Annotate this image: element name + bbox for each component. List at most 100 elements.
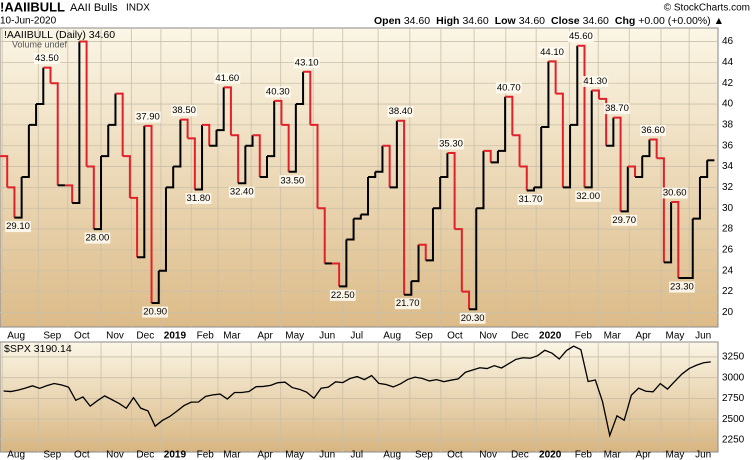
data-label: 20.90 [143, 307, 167, 318]
step-segment [252, 134, 261, 177]
step-segment [620, 166, 629, 213]
y-tick-label: 34 [722, 161, 734, 172]
x-tick-label: May [285, 331, 304, 342]
data-label: 45.60 [569, 31, 593, 42]
data-label-box [669, 281, 695, 293]
step-segment [50, 82, 59, 186]
step-segment [165, 166, 175, 189]
step-segment [0, 155, 9, 188]
x-tick-label: Jul [350, 331, 363, 342]
step-segment [627, 165, 637, 177]
x-tick-label: 2019 [164, 450, 187, 460]
quote-label: Chg [615, 15, 635, 27]
data-label: 43.50 [35, 53, 59, 64]
x-tick-label: 2020 [539, 331, 562, 342]
step-segment [238, 145, 247, 185]
x-tick-label: Feb [575, 331, 593, 342]
y-tick-label: 22 [722, 286, 734, 297]
x-tick-label: Nov [106, 331, 124, 342]
step-segment [541, 61, 550, 128]
step-segment [418, 243, 427, 261]
step-segment [303, 70, 312, 125]
data-label-box [575, 190, 602, 202]
step-segment [562, 124, 572, 189]
data-label-box [264, 86, 291, 98]
x-tick-label: Dec [136, 450, 154, 460]
step-segment [649, 138, 658, 159]
step-segment [158, 187, 167, 272]
step-segment [699, 160, 709, 178]
step-segment [266, 100, 276, 158]
step-segment [194, 124, 204, 191]
quote-value: 34.60 [404, 15, 430, 27]
data-label-box [84, 232, 111, 244]
step-segment [43, 66, 52, 84]
step-segment [404, 281, 413, 296]
step-segment [411, 244, 420, 283]
step-segment [382, 144, 391, 188]
step-segment [389, 120, 398, 189]
x-tick-label: Oct [74, 331, 90, 342]
x-tick-label: Mar [223, 450, 241, 460]
data-label-box [539, 46, 565, 58]
volume-note: Volume undef [12, 39, 68, 49]
step-segment [310, 123, 319, 209]
step-segment [512, 134, 521, 167]
step-segment [656, 157, 665, 263]
y-tick-label: 40 [722, 99, 734, 110]
y-tick-label: 3250 [722, 352, 745, 363]
data-label-box [5, 221, 31, 233]
data-label-box [495, 82, 522, 94]
x-tick-label: Sep [415, 331, 433, 342]
step-segment [21, 124, 30, 178]
credit: © StockCharts.com [664, 3, 750, 14]
x-tick-label: Nov [106, 450, 124, 460]
quote-value: 34.60 [462, 15, 488, 27]
step-segment [86, 165, 95, 230]
step-segment [526, 187, 535, 192]
step-segment [36, 67, 45, 106]
data-label-box [142, 306, 169, 318]
step-segment [606, 117, 615, 147]
step-segment [295, 71, 305, 106]
data-label-box [185, 192, 212, 204]
step-segment [353, 214, 362, 220]
data-label-box [135, 111, 161, 123]
data-label: 38.70 [605, 103, 629, 114]
step-segment [274, 99, 283, 125]
step-segment [454, 228, 463, 292]
y-tick-label: 38 [722, 120, 734, 131]
data-label: 43.10 [295, 57, 319, 68]
data-label: 36.60 [641, 125, 665, 136]
y-tick-label: 2250 [722, 435, 745, 446]
line [3, 345, 711, 438]
step-segment [129, 196, 139, 258]
quote-label: Open [374, 15, 401, 27]
step-segment [490, 150, 499, 164]
data-label-box [517, 194, 544, 206]
step-segment [692, 176, 701, 220]
step-segment [187, 137, 196, 190]
step-segment [591, 89, 600, 99]
step-segment [339, 239, 348, 288]
step-segment [108, 93, 117, 126]
step-segment [375, 145, 384, 173]
data-label-box [568, 31, 594, 43]
step-segment [7, 186, 16, 218]
x-tick-label: May [285, 450, 304, 460]
step-segment [317, 207, 326, 264]
step-segment [202, 123, 211, 146]
step-segment [598, 97, 608, 146]
step-segment [440, 153, 449, 178]
data-label: 28.00 [86, 233, 110, 244]
step-segment [288, 104, 297, 173]
y-tick-label: 24 [722, 265, 734, 276]
y-tick-label: 46 [722, 36, 734, 47]
x-tick-label: Feb [197, 331, 215, 342]
step-segment [28, 104, 38, 126]
x-tick-label: Aug [383, 331, 401, 342]
x-tick-label: Sep [43, 331, 61, 342]
step-segment [180, 118, 189, 139]
